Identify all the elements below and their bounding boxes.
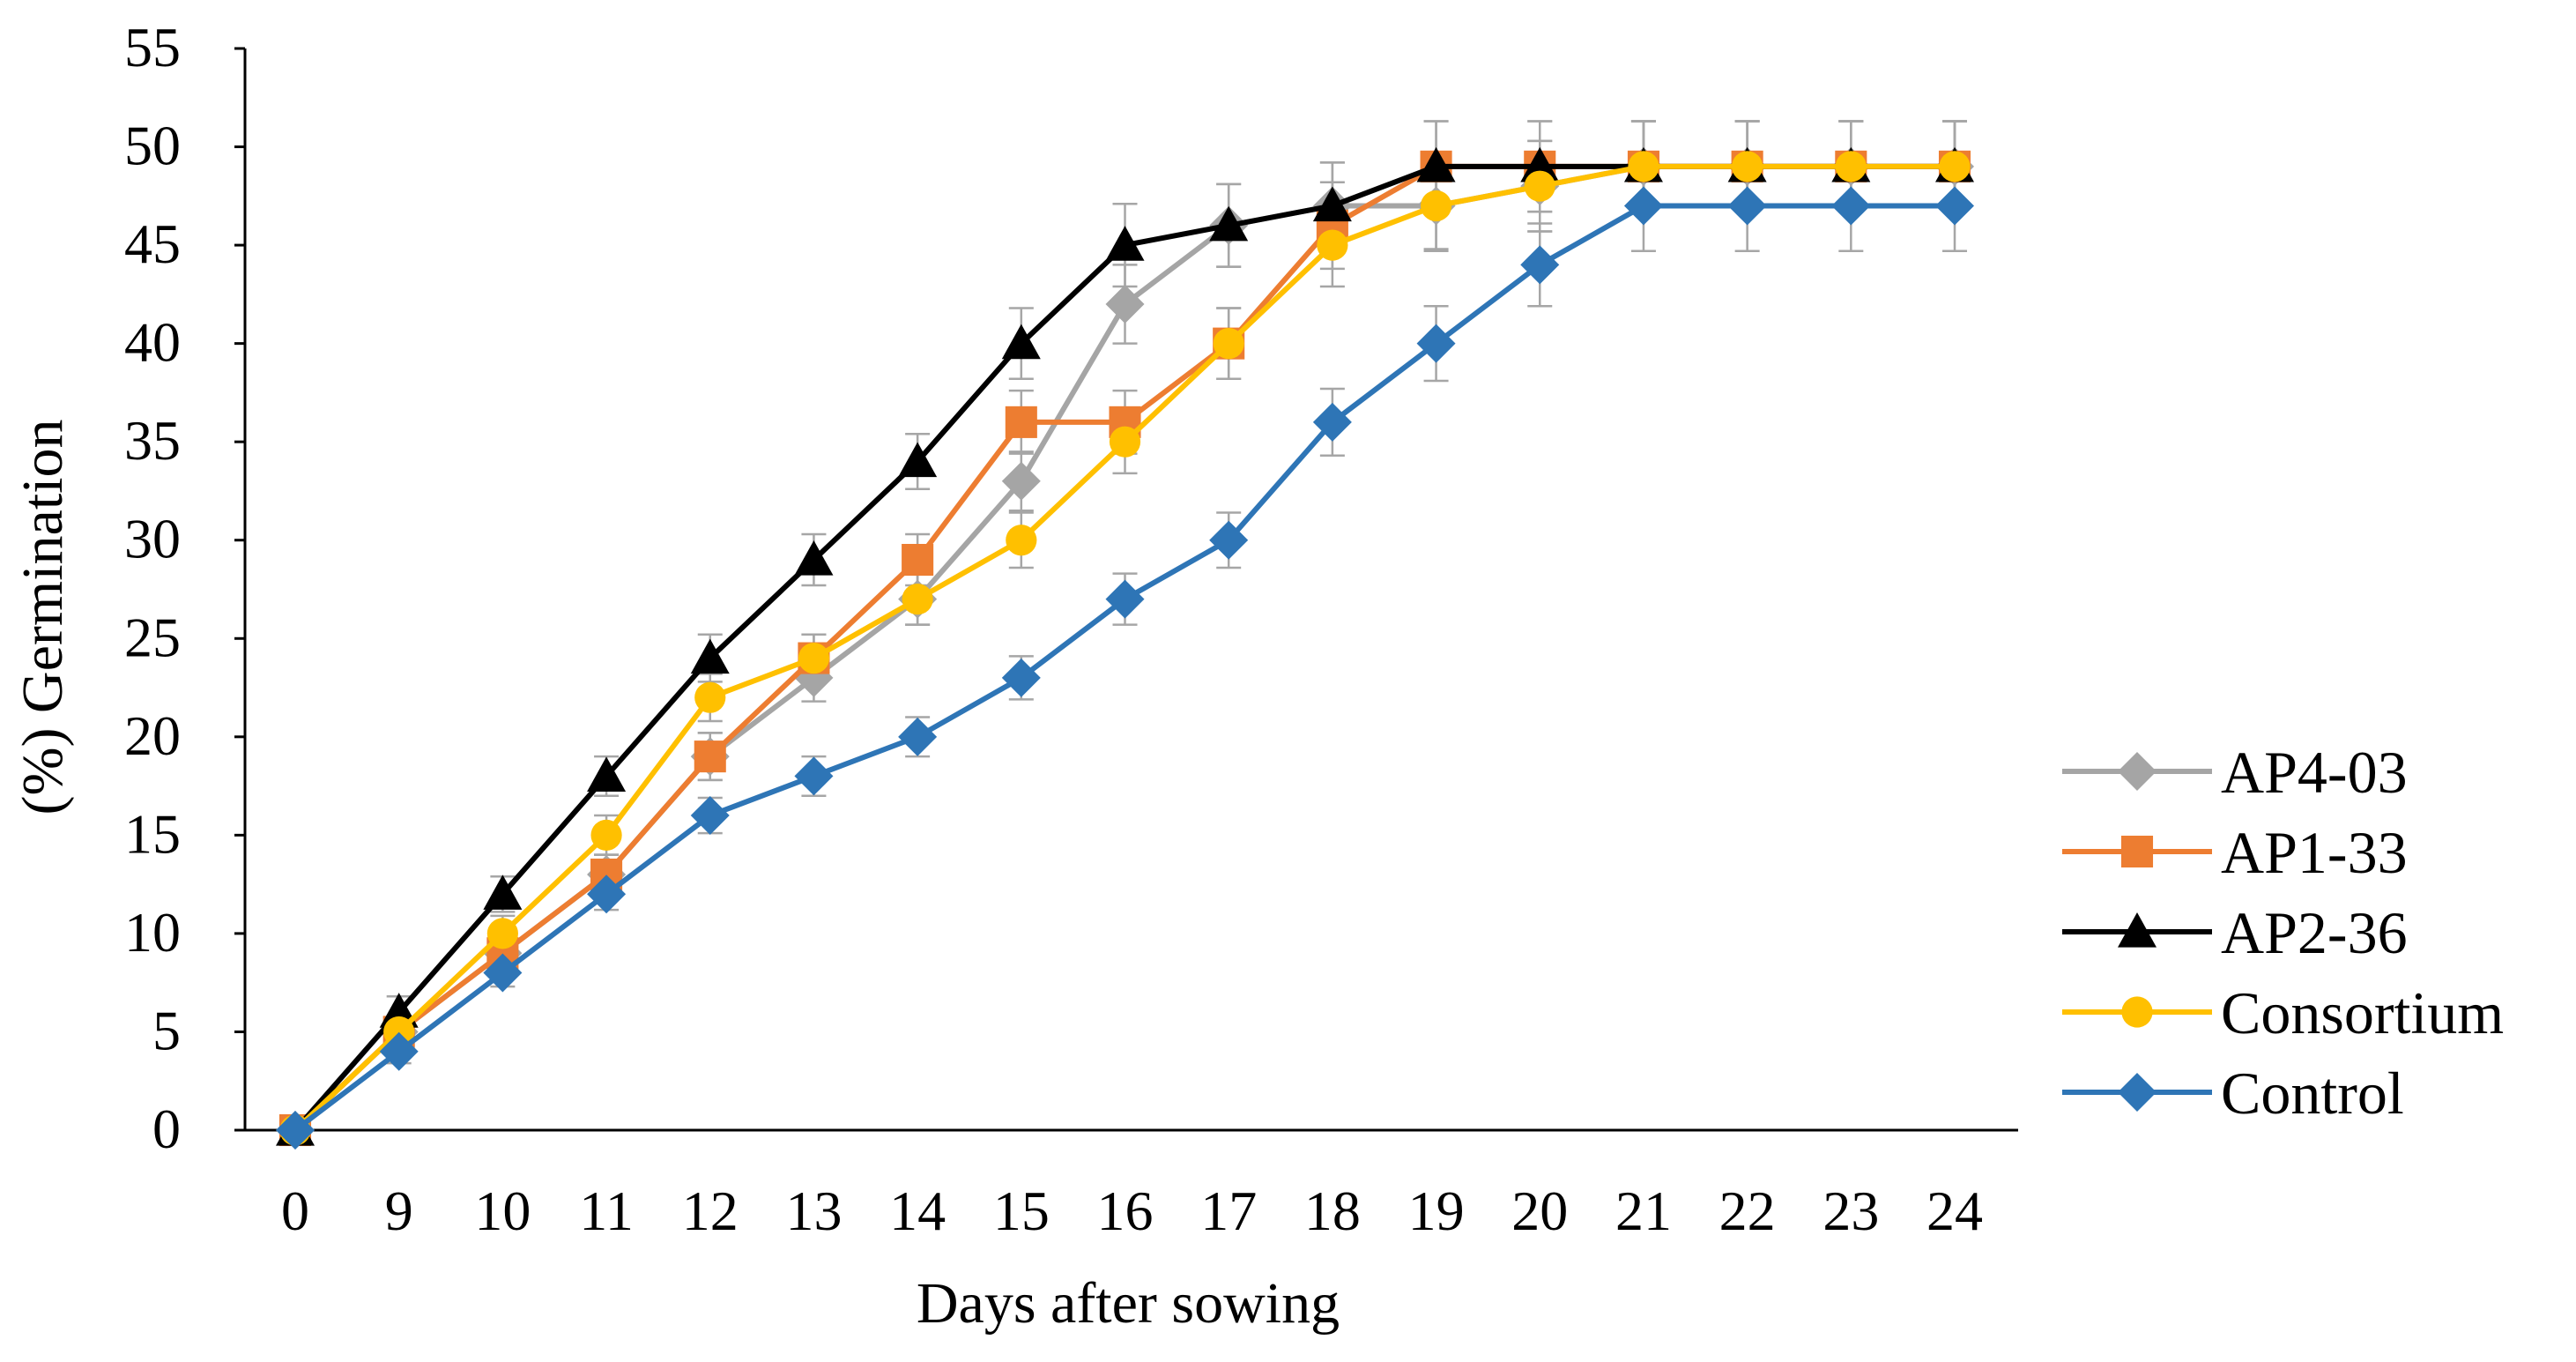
data-point-consortium (1732, 151, 1763, 182)
legend-label-ap2-36: AP2-36 (2221, 899, 2408, 966)
series-control (276, 186, 1974, 1150)
data-point-ap2-36 (587, 756, 627, 793)
legend-marker-ap1-33 (2120, 835, 2154, 868)
x-tick-label: 18 (1304, 1180, 1361, 1242)
data-point-ap2-36 (898, 442, 938, 478)
x-tick-label: 10 (474, 1180, 531, 1242)
data-point-consortium (1109, 426, 1141, 458)
x-tick-label: 19 (1408, 1180, 1465, 1242)
legend-label-ap1-33: AP1-33 (2221, 819, 2408, 886)
data-point-control (1623, 186, 1663, 226)
data-point-consortium (902, 584, 933, 615)
x-tick-label: 15 (993, 1180, 1050, 1242)
x-axis: 0 9 10 11 12 13 14 15 16 17 18 19 20 21 22 23 24 (245, 1128, 2018, 1242)
data-point-control (1935, 186, 1974, 226)
data-point-control (1727, 186, 1767, 226)
legend-marker-control (2118, 1073, 2157, 1112)
x-tick-label: 20 (1511, 1180, 1568, 1242)
y-tick-label: 20 (124, 704, 181, 767)
legend-marker-consortium (2121, 996, 2153, 1028)
y-tick-label: 10 (124, 901, 181, 964)
data-point-control (379, 1031, 419, 1071)
legend-label-control: Control (2221, 1060, 2404, 1127)
data-point-ap2-36 (1209, 205, 1249, 242)
data-point-consortium (1628, 151, 1659, 182)
x-tick-label: 12 (682, 1180, 739, 1242)
series-ap4-03 (276, 146, 1974, 1150)
x-tick-label: 23 (1823, 1180, 1879, 1242)
data-point-control (690, 796, 730, 836)
data-point-control (1416, 324, 1456, 363)
x-tick-label: 17 (1200, 1180, 1257, 1242)
data-point-ap2-36 (794, 540, 834, 576)
data-point-ap2-36 (1312, 186, 1352, 222)
data-point-consortium (1939, 151, 1971, 182)
legend-marker-ap4-03 (2118, 752, 2157, 791)
data-point-consortium (1420, 190, 1452, 222)
data-point-consortium (486, 918, 518, 949)
data-point-consortium (694, 681, 726, 713)
data-point-control (483, 953, 523, 993)
x-tick-label: 24 (1926, 1180, 1983, 1242)
data-point-ap2-36 (483, 875, 523, 910)
x-tick-label: 9 (385, 1180, 413, 1242)
x-tick-label: 21 (1615, 1180, 1672, 1242)
legend-marker-ap2-36 (2118, 912, 2157, 948)
data-point-control (794, 756, 834, 796)
data-point-ap1-33 (1005, 406, 1037, 438)
data-point-ap4-03 (1001, 461, 1041, 501)
data-point-consortium (1213, 328, 1244, 360)
data-point-control (587, 875, 627, 914)
data-point-consortium (383, 1016, 415, 1048)
y-tick-label: 0 (152, 1098, 181, 1160)
data-point-control (1312, 402, 1352, 442)
x-axis-title: Days after sowing (917, 1271, 1340, 1336)
y-axis: 0 5 10 15 20 25 30 35 40 45 50 55 (124, 16, 247, 1160)
x-tick-label: 11 (579, 1180, 634, 1242)
x-tick-label: 0 (281, 1180, 309, 1242)
y-axis-title: (%) Germination (11, 419, 75, 815)
data-point-control (1001, 658, 1041, 697)
data-point-control (1105, 579, 1145, 619)
legend-label-ap4-03: AP4-03 (2221, 739, 2408, 806)
y-tick-label: 5 (152, 999, 181, 1061)
y-tick-label: 45 (124, 212, 181, 275)
y-tick-label: 55 (124, 16, 181, 78)
series-lines (276, 146, 1974, 1150)
data-point-control (276, 1111, 315, 1150)
data-point-control (898, 717, 938, 756)
data-point-consortium (590, 819, 622, 851)
y-tick-label: 30 (124, 508, 181, 570)
y-tick-label: 35 (124, 409, 181, 472)
data-point-ap2-36 (1520, 146, 1560, 182)
data-point-ap1-33 (902, 543, 934, 577)
x-tick-label: 16 (1097, 1180, 1154, 1242)
y-tick-label: 15 (124, 802, 181, 865)
data-point-ap2-36 (379, 993, 419, 1028)
data-point-ap2-36 (1105, 226, 1145, 261)
data-point-consortium (798, 642, 830, 674)
x-tick-label: 14 (889, 1180, 946, 1242)
data-point-consortium (1317, 229, 1348, 261)
legend: AP4-03 AP1-33 AP2-36 Consortium Control (2062, 739, 2504, 1127)
y-tick-label: 50 (124, 115, 181, 177)
data-point-consortium (1835, 151, 1867, 182)
y-tick-label: 40 (124, 311, 181, 374)
x-tick-label: 22 (1719, 1180, 1776, 1242)
data-point-consortium (1524, 170, 1555, 202)
data-point-control (1209, 520, 1249, 560)
data-point-ap4-03 (1105, 285, 1145, 324)
data-point-ap1-33 (694, 741, 726, 773)
x-tick-label: 13 (785, 1180, 842, 1242)
data-point-consortium (1006, 525, 1037, 556)
legend-label-consortium: Consortium (2221, 979, 2504, 1046)
data-point-ap2-36 (690, 638, 730, 674)
data-point-ap2-36 (1001, 324, 1041, 360)
data-point-control (1520, 245, 1560, 285)
data-point-control (1831, 186, 1871, 226)
y-tick-label: 25 (124, 606, 181, 668)
data-point-ap2-36 (1416, 146, 1456, 182)
